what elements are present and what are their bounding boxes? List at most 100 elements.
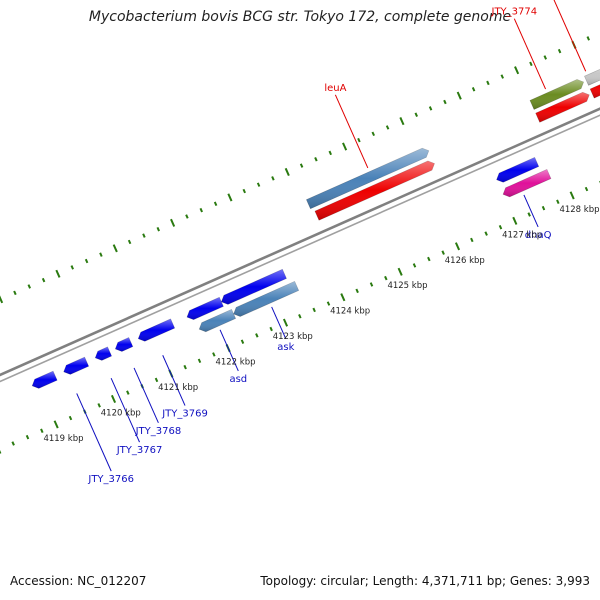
outer-tick: [514, 66, 520, 75]
feature-label-ask: ask: [277, 342, 294, 353]
inner-tick: [527, 212, 531, 217]
outer-tick: [414, 112, 418, 117]
inner-tick: [25, 434, 30, 440]
feature-ask: [233, 280, 300, 317]
inner-tick: [470, 237, 474, 243]
outer-tick: [543, 55, 547, 60]
outer-tick: [227, 193, 233, 202]
inner-tick: [68, 415, 73, 421]
feature-shade: [590, 84, 600, 99]
outer-tick: [456, 91, 462, 100]
feature-shade: [186, 297, 224, 320]
inner-tick: [512, 216, 518, 225]
feature-shade: [314, 160, 435, 221]
feature-dnaQ: [496, 156, 540, 183]
label-connector: [133, 367, 159, 424]
label-connector: [334, 94, 369, 169]
feature-JTY_3774: [529, 79, 584, 110]
inner-tick: [412, 263, 417, 268]
outer-tick: [471, 87, 476, 92]
inner-tick: [282, 318, 289, 327]
inner-tick: [454, 242, 461, 251]
label-connector: [271, 306, 287, 340]
label-connector: [219, 329, 239, 372]
feature-JTY_3766: [63, 356, 90, 375]
label-connector: [513, 18, 547, 90]
inner-tick: [197, 358, 202, 364]
outer-tick: [557, 48, 562, 54]
outer-tick: [213, 201, 218, 207]
feature-shade: [584, 69, 600, 86]
inner-tick: [384, 275, 388, 281]
scale-label: 4119 kbp: [43, 434, 83, 444]
outer-tick: [357, 137, 361, 143]
backbone: [0, 107, 600, 383]
outer-tick: [127, 239, 132, 245]
inner-tick: [11, 441, 15, 446]
inner-tick: [498, 224, 503, 230]
outer-tick: [84, 258, 89, 264]
features: [31, 68, 600, 389]
scale-label: 4122 kbp: [215, 358, 255, 368]
outer-tick: [13, 290, 17, 296]
feature-shade: [535, 92, 590, 123]
inner-tick: [183, 364, 187, 370]
outer-tick: [142, 233, 146, 238]
scale-label: 4125 kbp: [387, 281, 427, 291]
inner-tick: [355, 288, 359, 294]
feature-shade: [115, 337, 133, 352]
feature-label-leuA: leuA: [324, 83, 346, 94]
outer-tick: [299, 163, 304, 168]
feature-label-JTY_3766: JTY_3766: [87, 474, 134, 485]
inner-tick: [427, 256, 431, 262]
inner-tick: [556, 199, 560, 205]
inner-tick: [484, 231, 488, 236]
feature-label-JTY_3769: JTY_3769: [161, 409, 208, 420]
scale-label: 4126 kbp: [445, 256, 485, 266]
inner-tick: [541, 205, 546, 211]
feature-label-JTY_3768: JTY_3768: [135, 426, 182, 437]
inner-tick: [240, 339, 245, 344]
feature-asd: [186, 296, 224, 321]
label-connector: [523, 194, 539, 228]
outer-tick: [385, 125, 390, 130]
backbone-strand: [0, 114, 600, 383]
label-connector: [162, 355, 186, 406]
map-title: Mycobacterium bovis BCG str. Tokyo 172, …: [88, 9, 512, 25]
outer-tick: [500, 74, 504, 79]
inner-tick: [154, 377, 159, 383]
outer-tick: [0, 295, 4, 304]
label-connector: [553, 0, 587, 72]
feature-shade: [221, 269, 287, 305]
backbone-strand: [0, 107, 600, 377]
outer-tick: [185, 214, 189, 219]
inner-tick: [584, 186, 589, 192]
inner-tick: [212, 352, 216, 357]
outer-tick: [41, 277, 46, 283]
tick-marks: [0, 36, 600, 454]
scale-label: 4128 kbp: [559, 205, 599, 215]
outer-tick: [27, 284, 31, 289]
inner-tick: [97, 403, 101, 408]
outer-tick: [314, 157, 318, 162]
inner-tick: [126, 390, 130, 395]
scale-label: 4120 kbp: [101, 408, 141, 418]
inner-tick: [312, 307, 316, 313]
outer-tick: [242, 188, 246, 194]
inner-tick: [369, 282, 374, 287]
feature-label-dnaQ: dnaQ: [525, 230, 552, 241]
outer-tick: [55, 269, 61, 278]
feature-JTY_3768: [114, 337, 134, 352]
outer-tick: [586, 36, 590, 41]
feature-shade: [233, 281, 299, 317]
feature-unnamed: [31, 370, 58, 389]
outer-tick: [170, 218, 176, 227]
inner-tick: [110, 394, 117, 404]
outer-tick: [284, 167, 290, 177]
inner-tick: [441, 250, 445, 255]
feature-label-asd: asd: [229, 374, 247, 385]
feature-shade: [32, 371, 58, 389]
feature-shade: [503, 169, 551, 197]
